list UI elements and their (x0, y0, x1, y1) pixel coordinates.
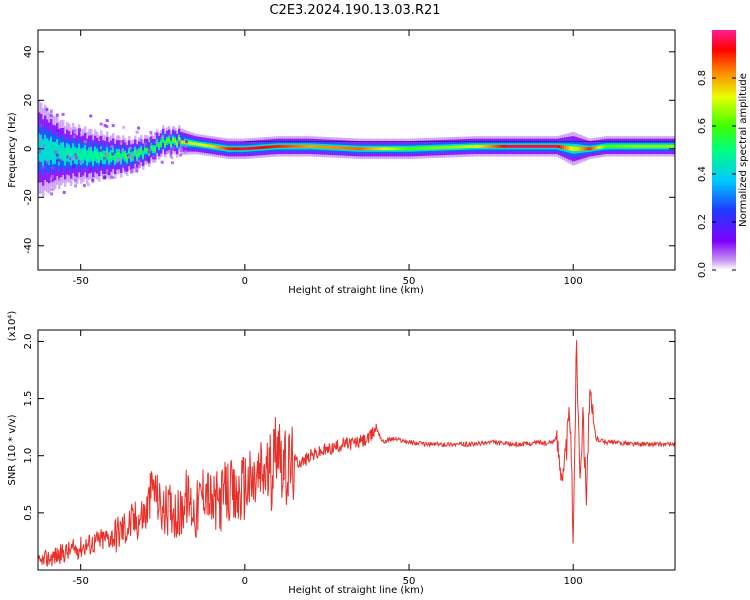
spectrogram-x-tick-label: -50 (73, 276, 89, 287)
colorbar: 0.0 0.2 0.4 0.6 0.8 Normalized spectral ampl… (697, 30, 749, 278)
snr-y-tick-label: 1.0 (23, 448, 34, 464)
spectrogram-y-tick-label: 0 (23, 146, 34, 152)
spectrogram-axes: -50 0 50 100 -40 -20 0 20 40 (23, 30, 675, 287)
colorbar-tick-label: 0.2 (697, 214, 708, 230)
snr-y-tick-label: 2.0 (23, 333, 34, 349)
snr-x-axis-label: Height of straight line (km) (288, 585, 424, 596)
colorbar-tick-label: 0.4 (697, 166, 708, 182)
colorbar-tick-label: 0.8 (697, 70, 708, 86)
snr-axes: -50 0 50 100 0.5 1.0 1.5 2.0 (23, 330, 675, 587)
spectrogram-y-tick-label: -20 (23, 189, 34, 205)
spectrogram-x-axis-label: Height of straight line (km) (288, 285, 424, 296)
spectrogram-y-tick-label: 20 (23, 94, 34, 107)
snr-x-tick-label: -50 (73, 576, 89, 587)
snr-x-tick-label: 0 (242, 576, 248, 587)
spectrogram-heatmap (38, 100, 675, 197)
snr-series (38, 340, 675, 568)
spectrogram-x-tick-label: 100 (564, 276, 583, 287)
figure-title: C2E3.2024.190.13.03.R21 (269, 3, 440, 18)
spectrogram-y-tick-label: -40 (23, 238, 34, 254)
snr-line (38, 340, 675, 568)
colorbar-ticks: 0.0 0.2 0.4 0.6 0.8 (697, 70, 736, 278)
spectrogram-panel: -50 0 50 100 -40 -20 0 20 40 Height of straight … (7, 29, 676, 296)
colorbar-label: Normalized spectral amplitude (738, 73, 749, 227)
colorbar-gradient (712, 30, 736, 270)
spectrogram-y-axis-label: Frequency (Hz) (7, 112, 18, 188)
snr-multiplier-label: (x10⁴) (7, 311, 18, 342)
snr-y-axis-label: SNR (10 * v/v) (7, 414, 18, 485)
spectrogram-x-tick-label: 0 (242, 276, 248, 287)
colorbar-tick-label: 0.0 (697, 262, 708, 278)
snr-y-tick-label: 1.5 (23, 391, 34, 407)
snr-panel: -50 0 50 100 0.5 1.0 1.5 2.0 Height of straight… (7, 311, 676, 596)
snr-plot-area (38, 330, 675, 570)
spectrogram-x-tick-label: 50 (403, 276, 416, 287)
snr-x-tick-label: 50 (403, 576, 416, 587)
snr-y-tick-label: 0.5 (23, 505, 34, 521)
colorbar-tick-label: 0.6 (697, 118, 708, 134)
spectrogram-y-tick-label: 40 (23, 45, 34, 58)
snr-x-tick-label: 100 (564, 576, 583, 587)
